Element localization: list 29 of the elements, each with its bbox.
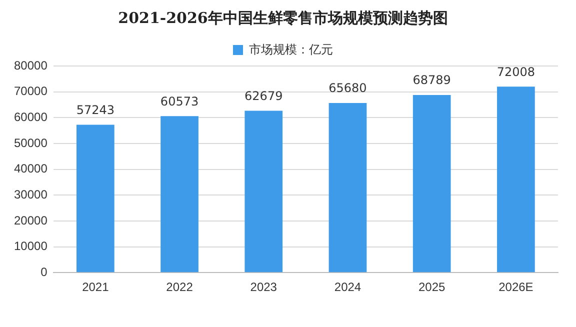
bar: [160, 116, 198, 272]
data-label: 68789: [412, 73, 451, 88]
data-label: 62679: [244, 88, 283, 103]
x-tick-label: 2023: [250, 280, 278, 294]
data-label: 60573: [160, 94, 199, 108]
y-tick-label: 50000: [14, 136, 48, 150]
bar: [76, 124, 114, 272]
bar: [497, 86, 535, 272]
y-tick-label: 70000: [14, 84, 48, 98]
x-tick-label: 2025: [418, 280, 446, 294]
y-tick-label: 30000: [14, 187, 48, 202]
data-label: 65680: [328, 81, 367, 96]
bar: [244, 110, 283, 272]
y-tick-label: 10000: [14, 239, 48, 254]
y-tick-label: 40000: [14, 162, 48, 176]
x-tick-label: 2021: [82, 280, 110, 294]
x-tick-label: 2024: [334, 280, 362, 294]
x-tick-label: 2022: [166, 280, 194, 294]
chart-title: 2021-2026年中国生鲜零售市场规模预测趋势图: [118, 8, 448, 27]
y-tick-label: 60000: [14, 110, 48, 124]
bar: [412, 94, 451, 272]
y-tick-label: 0: [40, 264, 48, 279]
legend-label: 市场规模：亿元: [249, 42, 333, 56]
x-tick-label: 2026E: [498, 280, 534, 294]
y-tick-label: 20000: [14, 213, 48, 228]
data-label: 57243: [76, 102, 115, 117]
bar: [328, 102, 367, 272]
y-tick-label: 80000: [14, 58, 48, 72]
data-label: 72008: [496, 64, 536, 79]
